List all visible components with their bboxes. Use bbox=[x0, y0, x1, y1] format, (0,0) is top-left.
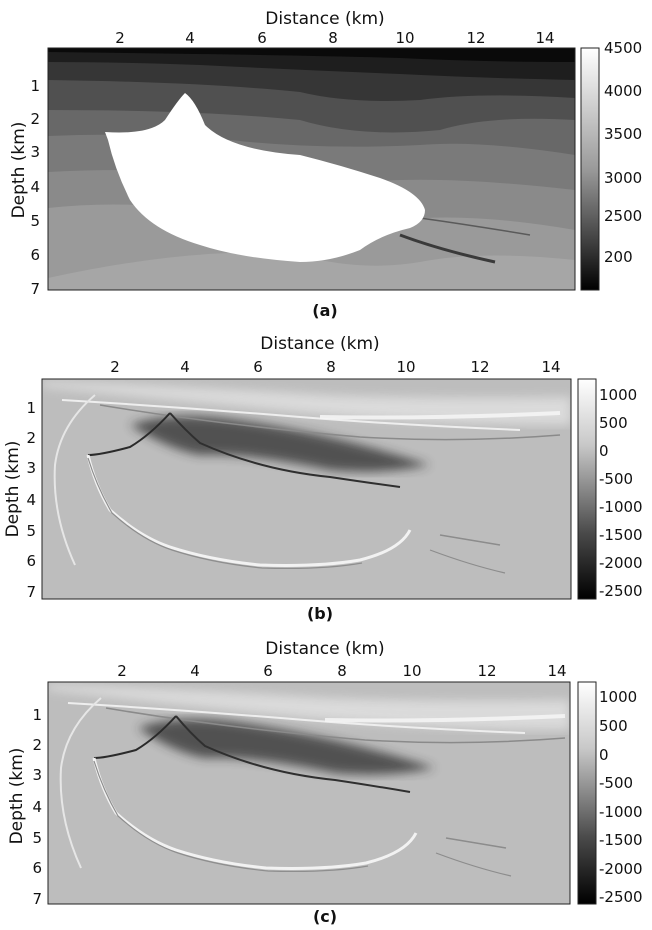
x-tick-label: 4 bbox=[185, 29, 195, 47]
migration-image-figure-b: Distance (km) 2 4 6 8 10 12 14 Depth (km… bbox=[3, 334, 643, 623]
colorbar: 1000 500 0 -500 -1000 -1500 -2000 -2500 bbox=[577, 378, 643, 600]
y-tick-label: 4 bbox=[26, 491, 36, 509]
y-tick-label: 1 bbox=[32, 706, 42, 724]
y-tick-label: 6 bbox=[26, 552, 36, 570]
x-tick-label: 6 bbox=[253, 358, 263, 376]
y-tick-label: 3 bbox=[32, 766, 42, 784]
migration-image-figure-c: Distance (km) 2 4 6 8 10 12 14 Depth (km… bbox=[7, 639, 643, 926]
x-tick-label: 14 bbox=[547, 662, 566, 680]
colorbar-tick-label: -2500 bbox=[599, 582, 643, 600]
velocity-model-image bbox=[48, 48, 575, 290]
x-tick-label: 8 bbox=[337, 662, 347, 680]
y-tick-label: 3 bbox=[26, 459, 36, 477]
colorbar-tick-label: 500 bbox=[599, 717, 628, 735]
x-tick-labels: 2 4 6 8 10 12 14 bbox=[115, 29, 554, 47]
colorbar-tick-label: -2000 bbox=[599, 554, 643, 572]
migration-image-c bbox=[48, 682, 570, 904]
x-tick-label: 6 bbox=[257, 29, 267, 47]
y-tick-label: 7 bbox=[26, 583, 36, 601]
colorbar-tick-label: -2500 bbox=[599, 888, 643, 906]
x-tick-label: 14 bbox=[541, 358, 560, 376]
colorbar-tick-label: 500 bbox=[599, 414, 628, 432]
panel-caption: (a) bbox=[312, 301, 337, 320]
colorbar-tick-label: -1000 bbox=[599, 803, 643, 821]
x-axis-label: Distance (km) bbox=[265, 9, 384, 29]
x-tick-labels: 2 4 6 8 10 12 14 bbox=[110, 358, 560, 376]
y-tick-label: 2 bbox=[32, 736, 42, 754]
x-tick-label: 8 bbox=[326, 358, 336, 376]
y-tick-label: 2 bbox=[26, 429, 36, 447]
y-tick-label: 5 bbox=[30, 212, 40, 230]
colorbar-tick-label: 0 bbox=[599, 442, 609, 460]
colorbar-tick-label: -1500 bbox=[599, 526, 643, 544]
y-tick-label: 6 bbox=[30, 246, 40, 264]
y-tick-label: 4 bbox=[32, 798, 42, 816]
x-tick-label: 2 bbox=[115, 29, 125, 47]
y-tick-labels: 1 2 3 4 5 6 7 bbox=[30, 77, 40, 298]
colorbar-tick-label: -500 bbox=[599, 774, 633, 792]
x-tick-label: 10 bbox=[395, 29, 414, 47]
colorbar-tick-label: -2000 bbox=[599, 860, 643, 878]
colorbar-tick-label: -500 bbox=[599, 470, 633, 488]
x-tick-label: 8 bbox=[328, 29, 338, 47]
y-tick-label: 7 bbox=[32, 890, 42, 908]
colorbar-tick-label: 4000 bbox=[604, 82, 642, 100]
colorbar-tick-label: 4500 bbox=[604, 39, 642, 57]
y-tick-label: 5 bbox=[32, 829, 42, 847]
x-tick-label: 2 bbox=[110, 358, 120, 376]
x-axis-label: Distance (km) bbox=[260, 334, 379, 354]
panel-caption: (c) bbox=[313, 907, 337, 926]
salt-body bbox=[105, 93, 425, 262]
panel-a: Distance (km) 2 4 6 8 10 12 14 Depth (km… bbox=[0, 0, 652, 320]
y-tick-label: 6 bbox=[32, 859, 42, 877]
x-tick-label: 2 bbox=[117, 662, 127, 680]
x-tick-label: 12 bbox=[470, 358, 489, 376]
y-axis-label: Depth (km) bbox=[7, 748, 27, 845]
x-tick-label: 10 bbox=[396, 358, 415, 376]
colorbar-tick-label: 1000 bbox=[599, 386, 637, 404]
migration-image-b bbox=[42, 379, 571, 599]
colorbar-tick-label: 3500 bbox=[604, 125, 642, 143]
y-tick-label: 3 bbox=[30, 143, 40, 161]
y-tick-labels: 1 2 3 4 5 6 7 bbox=[32, 706, 42, 908]
panel-c: Distance (km) 2 4 6 8 10 12 14 Depth (km… bbox=[0, 630, 652, 930]
colorbar-tick-label: 0 bbox=[599, 746, 609, 764]
velocity-model-figure: Distance (km) 2 4 6 8 10 12 14 Depth (km… bbox=[9, 9, 642, 320]
plot-frame bbox=[41, 378, 572, 600]
y-tick-labels: 1 2 3 4 5 6 7 bbox=[26, 399, 36, 601]
colorbar-tick-label: 3000 bbox=[604, 169, 642, 187]
colorbar-tick-label: 2500 bbox=[604, 207, 642, 225]
y-tick-label: 7 bbox=[30, 280, 40, 298]
panel-caption: (b) bbox=[307, 604, 333, 623]
x-axis-label: Distance (km) bbox=[265, 639, 384, 659]
y-axis-label: Depth (km) bbox=[9, 122, 29, 219]
y-axis-label: Depth (km) bbox=[3, 441, 23, 538]
x-tick-label: 14 bbox=[535, 29, 554, 47]
colorbar-tick-label: -1500 bbox=[599, 831, 643, 849]
colorbar: 1000 500 0 -500 -1000 -1500 -2000 -2500 bbox=[577, 681, 643, 906]
panel-b: Distance (km) 2 4 6 8 10 12 14 Depth (km… bbox=[0, 325, 652, 625]
y-tick-label: 5 bbox=[26, 522, 36, 540]
x-tick-labels: 2 4 6 8 10 12 14 bbox=[117, 662, 566, 680]
colorbar: 4500 4000 3500 3000 2500 200 bbox=[580, 39, 642, 291]
y-tick-label: 1 bbox=[30, 77, 40, 95]
x-tick-label: 4 bbox=[190, 662, 200, 680]
x-tick-label: 6 bbox=[263, 662, 273, 680]
y-tick-label: 1 bbox=[26, 399, 36, 417]
plot-frame bbox=[47, 681, 571, 905]
x-tick-label: 10 bbox=[402, 662, 421, 680]
x-tick-label: 12 bbox=[477, 662, 496, 680]
colorbar-tick-label: -1000 bbox=[599, 498, 643, 516]
colorbar-tick-label: 200 bbox=[604, 248, 633, 266]
colorbar-tick-label: 1000 bbox=[599, 688, 637, 706]
y-tick-label: 2 bbox=[30, 110, 40, 128]
x-tick-label: 12 bbox=[466, 29, 485, 47]
x-tick-label: 4 bbox=[180, 358, 190, 376]
y-tick-label: 4 bbox=[30, 178, 40, 196]
plot-frame bbox=[47, 47, 576, 291]
